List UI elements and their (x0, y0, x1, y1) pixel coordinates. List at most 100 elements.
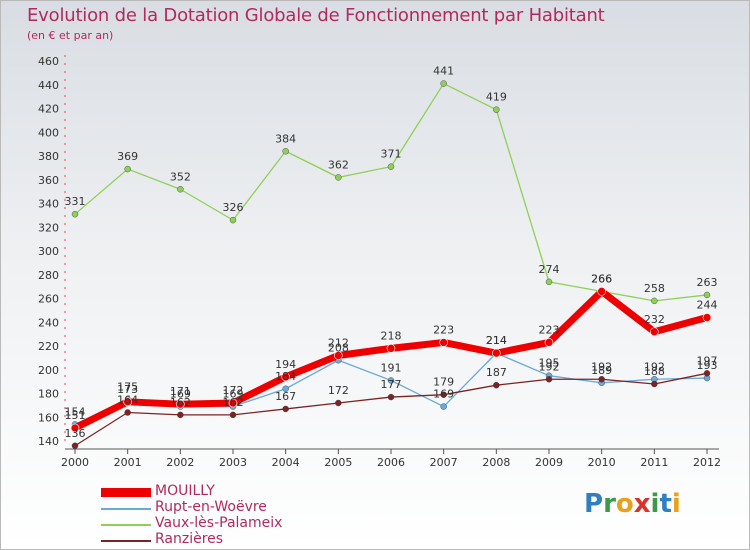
legend-label: Vaux-lès-Palameix (155, 515, 283, 531)
y-tick-label: 420 (38, 103, 59, 116)
legend-label: Rupt-en-Woëvre (155, 499, 267, 515)
data-label: 384 (275, 132, 296, 145)
y-tick-label: 140 (38, 435, 59, 448)
data-label: 369 (117, 150, 138, 163)
data-label: 192 (591, 360, 612, 373)
data-label: 266 (591, 272, 612, 285)
data-label: 193 (697, 359, 718, 372)
data-point (440, 403, 447, 410)
data-point (228, 398, 238, 408)
legend-swatch (101, 524, 151, 526)
data-label: 263 (697, 276, 718, 289)
logo-letter: r (603, 489, 616, 519)
data-point (282, 405, 289, 413)
x-tick-label: 2002 (166, 456, 194, 469)
data-point (335, 174, 342, 181)
line-chart: 140 160 180 200 220 240 260 280 300 320 340 360 380 4… (38, 55, 721, 469)
data-point (439, 338, 448, 347)
y-tick-label: 180 (38, 388, 59, 401)
data-point (70, 423, 80, 433)
data-label: 136 (65, 427, 86, 440)
y-tick-label: 460 (38, 55, 59, 68)
data-point (335, 399, 342, 407)
x-tick-label: 2003 (219, 456, 247, 469)
data-point (124, 165, 131, 173)
data-label: 194 (275, 358, 296, 371)
data-point (71, 210, 79, 218)
data-label: 172 (328, 384, 349, 397)
data-point (177, 411, 184, 419)
data-point (387, 393, 395, 401)
x-tick-label: 2005 (324, 456, 352, 469)
data-label: 232 (644, 313, 665, 326)
legend-label: MOUILLY (155, 483, 215, 499)
data-label: 266 (591, 272, 612, 285)
data-label: 189 (591, 364, 612, 377)
y-tick-label: 360 (38, 174, 59, 187)
data-label: 169 (170, 388, 191, 401)
logo-letter: i (671, 489, 681, 519)
data-point (334, 351, 343, 360)
data-label: 223 (539, 323, 560, 336)
data-label: 175 (117, 380, 138, 393)
data-label: 362 (328, 158, 349, 171)
data-point (703, 291, 711, 299)
data-point (387, 163, 395, 170)
data-point (281, 372, 290, 382)
data-label: 352 (170, 170, 191, 183)
x-tick-label: 2006 (377, 456, 405, 469)
data-point (493, 381, 500, 389)
data-label: 192 (644, 360, 665, 373)
y-tick-label: 340 (38, 198, 59, 211)
logo-letter: i (650, 489, 660, 519)
legend-swatch (101, 488, 151, 497)
legend-swatch (101, 540, 151, 542)
x-tick-label: 2001 (114, 456, 142, 469)
data-label: 172 (223, 384, 244, 397)
data-point (282, 385, 289, 392)
data-label: 195 (539, 357, 560, 370)
x-tick-label: 2012 (693, 456, 721, 469)
x-tick-label: 2011 (640, 456, 668, 469)
data-label: 419 (486, 91, 507, 104)
proxiti-logo: Proxiti (584, 489, 681, 519)
data-label: 326 (223, 201, 244, 214)
y-tick-label: 280 (38, 269, 59, 282)
x-tick-label: 2009 (535, 456, 563, 469)
y-tick-label: 320 (38, 221, 59, 234)
data-label: 244 (697, 299, 718, 312)
data-point (702, 313, 712, 322)
x-tick-label: 2004 (272, 456, 300, 469)
data-label: 191 (381, 361, 402, 374)
y-tick-label: 220 (38, 340, 59, 353)
data-label: 331 (65, 195, 86, 208)
data-point (492, 348, 501, 358)
chart-title: Evolution de la Dotation Globale de Fonc… (27, 5, 605, 26)
y-tick-label: 260 (38, 293, 59, 306)
data-point (598, 376, 605, 383)
series-line-vaux-l-s-palameix (74, 82, 708, 302)
y-tick-label: 400 (38, 126, 59, 139)
logo-letter: t (659, 489, 672, 519)
logo-letter: x (633, 489, 651, 519)
data-label: 258 (644, 282, 665, 295)
legend-swatch (101, 508, 151, 510)
data-point (493, 106, 500, 113)
data-point (440, 80, 447, 87)
y-tick-label: 160 (38, 411, 59, 424)
data-point (597, 287, 606, 296)
data-point (545, 278, 553, 286)
data-label: 164 (117, 394, 138, 407)
data-point (177, 186, 184, 193)
data-label: 214 (486, 334, 507, 347)
data-point (282, 148, 289, 155)
data-point (71, 442, 79, 449)
data-point (703, 370, 711, 377)
data-label: 223 (433, 323, 454, 336)
data-label: 179 (433, 376, 454, 389)
data-point (386, 344, 396, 353)
data-label: 184 (275, 370, 296, 383)
y-tick-label: 200 (38, 364, 59, 377)
chart-subtitle: (en € et par an) (27, 29, 114, 42)
